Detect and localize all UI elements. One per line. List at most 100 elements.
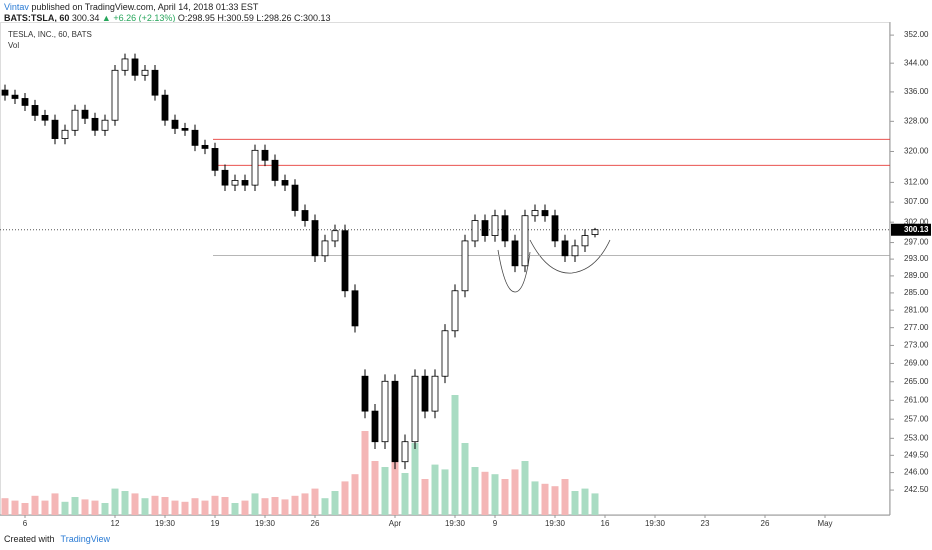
candle-body: [41, 114, 49, 121]
volume-bar: [301, 493, 309, 515]
x-tick-label: 19:30: [645, 519, 666, 528]
candle-body: [211, 148, 219, 171]
candle-body: [501, 215, 509, 242]
drawing-arc: [497, 249, 531, 293]
y-tick-label: 336.00: [904, 87, 929, 96]
x-tick-label: 26: [311, 519, 320, 528]
candle-body: [71, 109, 79, 131]
volume-bar: [91, 500, 99, 515]
y-tick-label: 265.00: [904, 377, 929, 386]
last-price-label: 300.13: [904, 225, 929, 234]
y-tick-label: 297.00: [904, 238, 929, 247]
y-tick-label: 249.50: [904, 450, 929, 459]
volume-bar: [211, 495, 219, 515]
candle-body: [161, 94, 169, 121]
y-tick-label: 344.00: [904, 58, 929, 67]
volume-bar: [371, 461, 379, 515]
candle-body: [11, 94, 19, 99]
publish-line: Vintav published on TradingView.com, Apr…: [4, 2, 331, 13]
y-tick-label: 246.00: [904, 468, 929, 477]
y-tick-label: 277.00: [904, 323, 929, 332]
header: Vintav published on TradingView.com, Apr…: [4, 2, 331, 24]
candle-body: [551, 215, 559, 242]
candle-body: [91, 117, 99, 131]
volume-bar: [171, 500, 179, 515]
volume-bar: [511, 469, 519, 515]
candle-body: [181, 128, 189, 131]
y-tick-label: 293.00: [904, 254, 929, 263]
volume-bar: [311, 488, 319, 515]
candle-body: [331, 230, 339, 242]
y-tick-label: 289.00: [904, 271, 929, 280]
candle-body: [321, 240, 329, 257]
volume-bar: [41, 500, 49, 515]
candle-body: [541, 210, 549, 217]
volume-bar: [591, 493, 599, 515]
candle-body: [271, 159, 279, 181]
volume-bar: [11, 500, 19, 515]
x-tick-label: 6: [23, 519, 28, 528]
footer: Created with TradingView: [4, 534, 110, 544]
candle-body: [141, 69, 149, 76]
brand[interactable]: TradingView: [60, 534, 111, 544]
volume-bar: [491, 474, 499, 515]
candle-body: [131, 58, 139, 76]
y-tick-label: 352.00: [904, 30, 929, 39]
x-tick-label: 19:30: [545, 519, 566, 528]
volume-bar: [191, 498, 199, 515]
candle-body: [31, 105, 39, 116]
candle-body: [251, 149, 259, 186]
x-tick-label: May: [817, 519, 832, 528]
candle-body: [201, 144, 209, 149]
x-tick-label: 23: [701, 519, 710, 528]
candle-body: [371, 410, 379, 443]
candle-body: [1, 89, 9, 96]
x-tick-label: 12: [111, 519, 120, 528]
x-tick-label: 19: [211, 519, 220, 528]
x-tick-label: 26: [761, 519, 770, 528]
volume-bar: [331, 491, 339, 515]
y-tick-label: 281.00: [904, 305, 929, 314]
volume-bar: [531, 481, 539, 515]
volume-bar: [551, 486, 559, 515]
candle-body: [561, 240, 569, 257]
symbol-line: BATS:TSLA, 60 300.34 ▲ +6.26 (+2.13%) O:…: [4, 13, 331, 24]
candle-body: [81, 109, 89, 119]
volume-bar: [431, 464, 439, 515]
y-tick-label: 269.00: [904, 359, 929, 368]
volume-bar: [251, 493, 259, 515]
volume-bar: [201, 500, 209, 515]
volume-bar: [101, 503, 109, 515]
volume-bar: [401, 473, 409, 515]
volume-bar: [121, 491, 129, 515]
volume-bar: [381, 467, 389, 515]
candle-body: [411, 375, 419, 443]
volume-bar: [461, 443, 469, 515]
volume-bar: [471, 467, 479, 515]
volume-bar: [501, 479, 509, 515]
candle-body: [341, 230, 349, 292]
symbol: BATS:TSLA, 60: [4, 13, 70, 23]
volume-bar: [221, 497, 229, 515]
last-price-box: [891, 223, 931, 236]
created: Created with: [4, 534, 55, 544]
volume-bar: [441, 469, 449, 515]
volume-label: Vol: [8, 41, 19, 50]
y-tick-label: 320.00: [904, 147, 929, 156]
volume-bar: [361, 431, 369, 515]
volume-bar: [281, 499, 289, 515]
change: ▲ +6.26 (+2.13%): [101, 13, 176, 23]
candle-body: [301, 210, 309, 221]
candle-body: [361, 375, 369, 412]
candle-body: [221, 169, 229, 186]
x-tick-label: 19:30: [445, 519, 466, 528]
candle-body: [391, 380, 399, 463]
candle-body: [101, 119, 109, 131]
author[interactable]: Vintav: [4, 2, 29, 12]
plot-frame: [0, 22, 890, 516]
volume-bar: [411, 443, 419, 515]
candle-body: [311, 220, 319, 257]
volume-bar: [61, 501, 69, 515]
volume-bar: [71, 497, 79, 515]
